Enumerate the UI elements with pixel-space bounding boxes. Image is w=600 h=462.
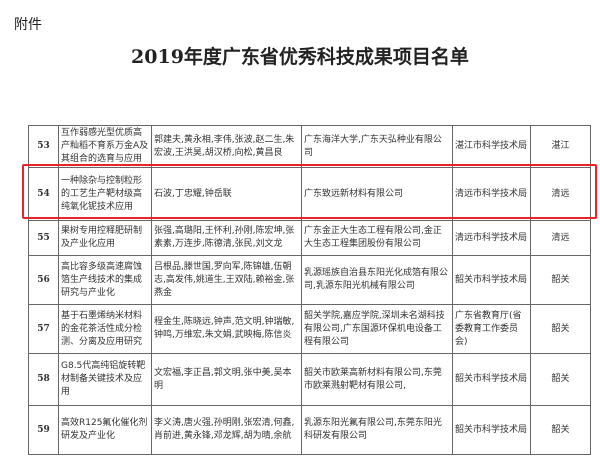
completing-units: 广东金正大生态工程有限公司,金正大生态工程集团股份有限公司 — [301, 220, 453, 256]
row-number: 59 — [28, 405, 59, 455]
region: 清远 — [530, 220, 591, 256]
row-number: 54 — [28, 167, 59, 221]
project-name: 基于石墨烯纳米材料的金花茶活性成分检测、分离及应用研究 — [58, 304, 152, 354]
recommending-unit: 韶关市科学技术局 — [452, 405, 531, 455]
table-row: 56 高比容多级高速腐蚀箔生产线技术的集成研究与产业化 吕根品,滕世国,罗向军,陈锦… — [28, 255, 591, 305]
project-name: 果树专用控释肥研制及产业化应用 — [58, 220, 152, 256]
completing-units: 广东海洋大学,广东天弘种业有限公司 — [301, 125, 453, 168]
page-title: 2019年度广东省优秀科技成果项目名单 — [131, 46, 469, 68]
contributors: 张强,高璐阳,王怀利,孙刚,陈宏坤,张素素,万连步,陈德清,张民,刘文龙 — [151, 220, 302, 256]
table-row: 59 高效R125氟化催化剂研发及产业化 李义涛,唐火强,孙明刚,张宏清,何鑫,肖前… — [28, 405, 591, 455]
results-table: 53 互作弱感光型优质高产籼稻不育系万金A及其组合的选育与应用 郭建夫,黄永相,李伟… — [28, 125, 591, 455]
project-name: 一种除杂与控制粒形的工艺生产靶材级高纯氧化铌技术应用 — [58, 167, 152, 221]
row-number: 58 — [28, 353, 59, 406]
region: 清远 — [530, 167, 591, 221]
contributors: 文宏福,李正昌,郭文明,张中美,吴本明 — [151, 353, 302, 406]
project-name: 高比容多级高速腐蚀箔生产线技术的集成研究与产业化 — [58, 255, 152, 305]
row-number: 57 — [28, 304, 59, 354]
completing-units: 韶关学院,嘉应学院,深圳未名湖科技有限公司,广东国源环保机电设备工程有限公司 — [301, 304, 453, 354]
completing-units: 乳源瑶族自治县东阳光化成箔有限公司,乳源东阳光机械有限公司 — [301, 255, 453, 305]
recommending-unit: 清远市科学技术局 — [452, 167, 531, 221]
project-name: 高效R125氟化催化剂研发及产业化 — [58, 405, 152, 455]
contributors: 吕根品,滕世国,罗向军,陈锦雄,伍朝志,高发伟,姚道生,王双陆,赖裕金,张燕金 — [151, 255, 302, 305]
row-number: 55 — [28, 220, 59, 256]
table-row: 54 一种除杂与控制粒形的工艺生产靶材级高纯氧化铌技术应用 石波,丁忠耀,钟岳联 广东… — [28, 167, 591, 221]
contributors: 郭建夫,黄永相,李伟,张波,赵二生,朱宏波,王洪昊,胡汉桥,向松,黄昌良 — [151, 125, 302, 168]
contributors: 石波,丁忠耀,钟岳联 — [151, 167, 302, 221]
recommending-unit: 韶关市科学技术局 — [452, 353, 531, 406]
contributors: 李义涛,唐火强,孙明刚,张宏清,何鑫,肖前进,黄永锋,邓龙辉,胡为晴,余航 — [151, 405, 302, 455]
region: 韶关 — [530, 255, 591, 305]
completing-units: 韶关市欧莱高新材料有限公司,东莞市欧莱溅射靶材有限公司, — [301, 353, 453, 406]
region: 韶关 — [530, 353, 591, 406]
project-name: 互作弱感光型优质高产籼稻不育系万金A及其组合的选育与应用 — [58, 125, 152, 168]
table-row: 53 互作弱感光型优质高产籼稻不育系万金A及其组合的选育与应用 郭建夫,黄永相,李伟… — [28, 125, 591, 168]
recommending-unit: 湛江市科学技术局 — [452, 125, 531, 168]
completing-units: 乳源东阳光氟有限公司,东莞东阳光科研发有限公司 — [301, 405, 453, 455]
recommending-unit: 广东省教育厅(省委教育工作委员会) — [452, 304, 531, 354]
recommending-unit: 韶关市科学技术局 — [452, 255, 531, 305]
row-number: 53 — [28, 125, 59, 168]
table-row: 55 果树专用控释肥研制及产业化应用 张强,高璐阳,王怀利,孙刚,陈宏坤,张素素,万… — [28, 220, 591, 256]
row-number: 56 — [28, 255, 59, 305]
region: 湛江 — [530, 125, 591, 168]
region: 韶关 — [530, 304, 591, 354]
project-name: G8.5代高纯铝旋转靶材制备关键技术及应用 — [58, 353, 152, 406]
table-row: 58 G8.5代高纯铝旋转靶材制备关键技术及应用 文宏福,李正昌,郭文明,张中美,吴… — [28, 353, 591, 406]
completing-units: 广东致远新材料有限公司 — [301, 167, 453, 221]
table-row: 57 基于石墨烯纳米材料的金花茶活性成分检测、分离及应用研究 程金生,陈晓远,钟声,… — [28, 304, 591, 354]
region: 韶关 — [530, 405, 591, 455]
attachment-label: 附件 — [14, 17, 42, 33]
recommending-unit: 清远市科学技术局 — [452, 220, 531, 256]
contributors: 程金生,陈晓远,钟声,范文明,钟瑞敏,钟鸣,万维宏,朱文娟,武映梅,陈信炎 — [151, 304, 302, 354]
